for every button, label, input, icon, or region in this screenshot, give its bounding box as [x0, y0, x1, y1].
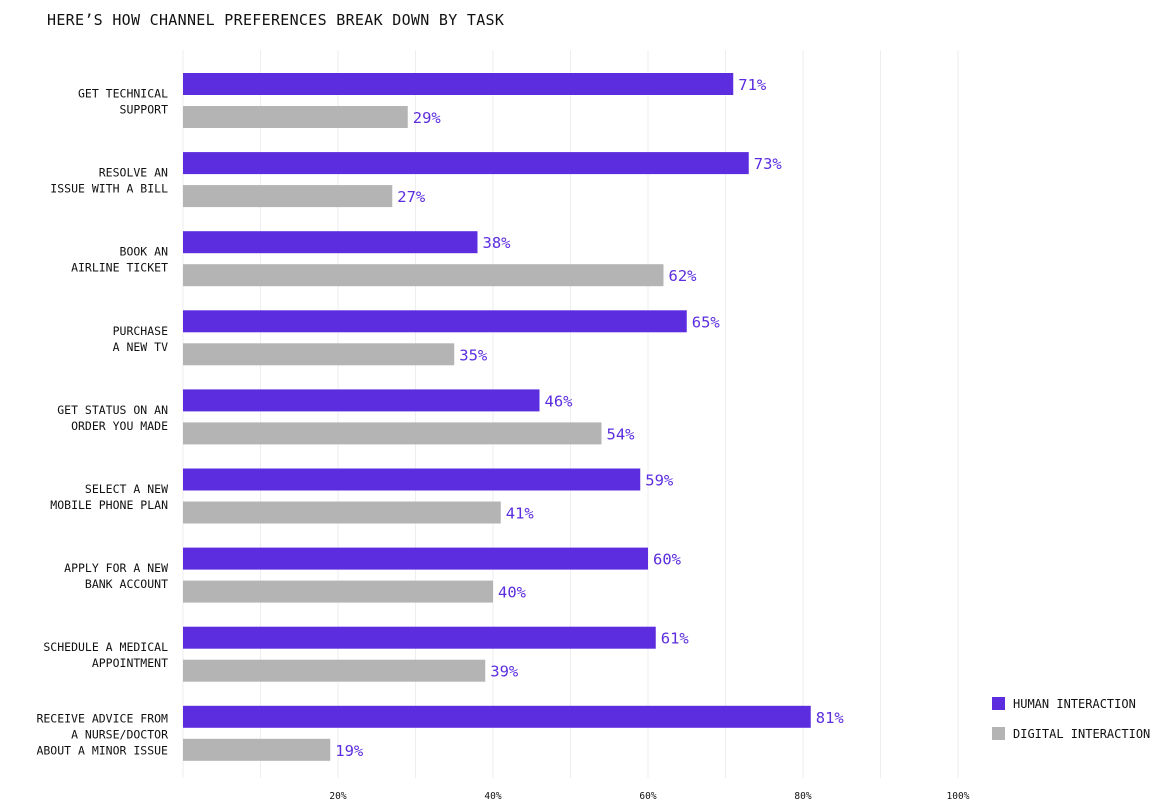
- category-label: GET STATUS ON AN: [57, 403, 168, 417]
- value-label: 41%: [506, 505, 535, 523]
- category-label: BANK ACCOUNT: [85, 577, 168, 591]
- value-label: 62%: [669, 267, 698, 285]
- value-label: 65%: [692, 313, 721, 331]
- x-tick-label: 60%: [639, 791, 656, 802]
- bar-human: [183, 73, 734, 95]
- category-label: ISSUE WITH A BILL: [50, 182, 168, 196]
- category-label: APPOINTMENT: [92, 656, 168, 670]
- category-label: ABOUT A MINOR ISSUE: [36, 743, 168, 757]
- legend-label: HUMAN INTERACTION: [1013, 697, 1136, 711]
- value-label: 59%: [645, 472, 674, 490]
- value-label: 39%: [490, 663, 519, 681]
- value-label: 46%: [545, 392, 574, 410]
- bar-digital: [183, 501, 501, 524]
- category-label: SCHEDULE A MEDICAL: [43, 640, 168, 654]
- x-tick-label: 20%: [329, 791, 346, 802]
- x-tick-label: 80%: [794, 791, 811, 802]
- category-label: A NURSE/DOCTOR: [71, 727, 168, 741]
- value-label: 29%: [413, 109, 442, 127]
- bar-digital: [183, 738, 331, 761]
- x-tick-label: 40%: [484, 791, 501, 802]
- category-label: PURCHASE: [113, 324, 168, 338]
- value-label: 71%: [738, 76, 767, 94]
- value-label: 19%: [335, 742, 364, 760]
- category-label: RECEIVE ADVICE FROM: [36, 711, 168, 725]
- legend-swatch: [992, 697, 1005, 710]
- value-label: 60%: [653, 551, 682, 569]
- bar-human: [183, 152, 749, 175]
- bar-digital: [183, 106, 408, 128]
- category-label: GET TECHNICAL: [78, 87, 168, 101]
- legend-label: DIGITAL INTERACTION: [1013, 727, 1150, 741]
- value-label: 27%: [397, 188, 426, 206]
- category-label: SELECT A NEW: [85, 482, 168, 496]
- bar-digital: [183, 185, 393, 208]
- bar-human: [183, 705, 811, 728]
- bar-digital: [183, 422, 602, 445]
- category-label: A NEW TV: [113, 340, 168, 354]
- bar-digital: [183, 580, 493, 603]
- category-label: MOBILE PHONE PLAN: [50, 498, 168, 512]
- category-label: RESOLVE AN: [99, 166, 168, 180]
- value-label: 40%: [498, 584, 527, 602]
- bar-human: [183, 626, 656, 649]
- category-label: ORDER YOU MADE: [71, 419, 168, 433]
- x-tick-label: 100%: [947, 791, 970, 802]
- value-label: 38%: [483, 234, 512, 252]
- legend-swatch: [992, 727, 1005, 740]
- chart-title: HERE’S HOW CHANNEL PREFERENCES BREAK DOW…: [47, 11, 505, 29]
- bar-human: [183, 389, 540, 412]
- bar-human: [183, 231, 478, 254]
- value-label: 61%: [661, 630, 690, 648]
- bar-digital: [183, 264, 664, 287]
- bar-human: [183, 310, 687, 333]
- category-label: SUPPORT: [120, 103, 169, 117]
- bar-human: [183, 547, 648, 570]
- bar-digital: [183, 659, 486, 682]
- category-label: APPLY FOR A NEW: [64, 561, 168, 575]
- category-label: AIRLINE TICKET: [71, 261, 168, 275]
- value-label: 54%: [607, 425, 636, 443]
- category-label: BOOK AN: [120, 245, 169, 259]
- bar-human: [183, 468, 641, 491]
- value-label: 35%: [459, 346, 488, 364]
- value-label: 73%: [754, 155, 783, 173]
- value-label: 81%: [816, 709, 845, 727]
- bar-digital: [183, 343, 455, 366]
